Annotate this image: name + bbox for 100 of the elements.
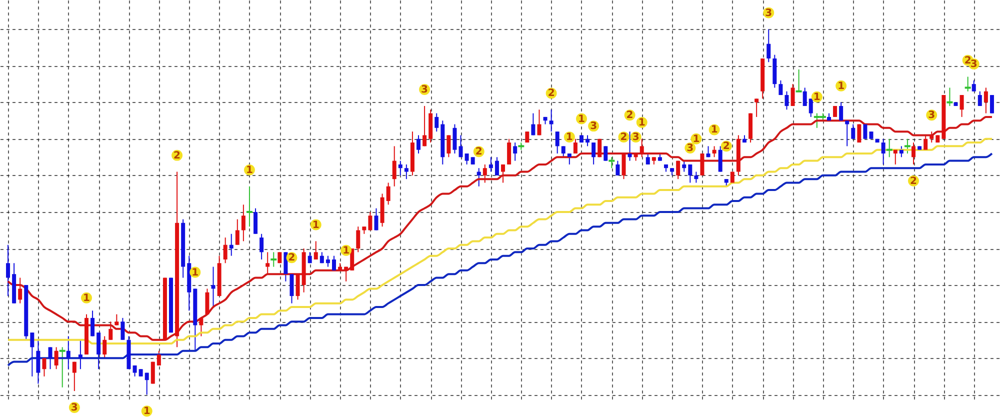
candlestick — [604, 146, 608, 162]
candlestick — [694, 171, 698, 184]
text: 1 — [342, 245, 350, 256]
candlestick — [700, 152, 704, 176]
candlestick — [561, 146, 566, 158]
candlestick — [754, 98, 759, 118]
candlestick — [537, 109, 542, 136]
candlestick — [960, 94, 964, 118]
candlestick — [616, 160, 620, 176]
text: 1 — [192, 267, 199, 278]
candlestick — [296, 274, 300, 300]
candlestick — [851, 124, 856, 140]
candlestick — [229, 233, 234, 256]
candlestick — [36, 339, 40, 384]
candlestick — [205, 288, 210, 315]
candlestick — [108, 321, 113, 340]
candlestick — [6, 244, 10, 297]
candlestick — [404, 164, 408, 180]
candlestick — [507, 138, 512, 165]
text: 1 — [692, 134, 700, 145]
candlestick — [78, 339, 82, 370]
candlestick — [586, 134, 590, 147]
candlestick — [114, 314, 119, 326]
text: 1 — [566, 132, 573, 144]
candlestick — [422, 105, 427, 147]
text: 1 — [578, 114, 585, 125]
candlestick — [386, 182, 390, 206]
candlestick — [640, 138, 644, 158]
candlestick — [682, 160, 686, 172]
candlestick — [893, 149, 898, 165]
text: 2 — [910, 176, 917, 187]
candlestick — [549, 109, 554, 132]
candlestick — [223, 237, 228, 264]
candlestick — [266, 252, 270, 275]
candlestick — [863, 124, 868, 140]
candlestick — [90, 310, 95, 337]
candlestick — [839, 102, 844, 122]
candlestick — [254, 208, 258, 234]
candlestick — [235, 218, 240, 246]
candlestick — [592, 142, 596, 165]
text: 2 — [548, 88, 555, 100]
text: 3 — [970, 58, 978, 70]
candlestick — [930, 131, 934, 144]
candlestick — [398, 160, 402, 176]
candlestick — [476, 168, 481, 187]
candlestick — [211, 266, 216, 308]
candlestick — [284, 252, 288, 282]
candlestick — [573, 138, 578, 154]
candlestick — [712, 146, 716, 158]
candlestick — [766, 28, 771, 63]
candlestick — [978, 90, 982, 106]
candlestick — [790, 84, 795, 106]
text: 2 — [288, 252, 296, 264]
candlestick — [416, 134, 421, 154]
candlestick — [290, 274, 294, 304]
candlestick — [350, 248, 354, 271]
candlestick — [392, 146, 396, 187]
candlestick — [120, 317, 125, 340]
candlestick — [42, 358, 46, 377]
candlestick — [356, 226, 360, 253]
candlestick — [688, 164, 692, 184]
candlestick — [972, 80, 976, 92]
candlestick — [808, 98, 813, 118]
candlestick — [718, 146, 722, 172]
text: 1 — [838, 80, 845, 92]
text: 1 — [83, 292, 90, 304]
candlestick — [899, 146, 904, 158]
candlestick — [482, 164, 487, 184]
text: 2 — [626, 110, 634, 122]
candlestick — [199, 317, 204, 337]
candlestick — [368, 211, 372, 231]
candlestick — [531, 112, 536, 136]
candlestick — [628, 131, 632, 162]
candlestick — [314, 240, 318, 260]
text: 1 — [312, 220, 320, 231]
candlestick — [66, 336, 70, 370]
candlestick — [102, 336, 107, 359]
candlestick — [676, 160, 680, 180]
candlestick — [326, 255, 330, 268]
candlestick — [446, 134, 451, 158]
text: 2 — [964, 55, 972, 66]
text: 1 — [813, 92, 820, 103]
text: 1 — [246, 164, 253, 176]
candlestick — [924, 134, 928, 150]
candlestick — [488, 156, 493, 172]
candlestick — [494, 156, 499, 176]
text: 1 — [710, 124, 718, 136]
text: 3 — [686, 143, 694, 154]
text: 3 — [632, 132, 640, 144]
candlestick — [778, 80, 783, 96]
candlestick — [241, 204, 246, 242]
candlestick — [845, 120, 850, 147]
candlestick — [912, 142, 916, 165]
candlestick — [984, 87, 988, 114]
candlestick — [452, 124, 457, 154]
text: 1 — [638, 117, 646, 128]
text: 2 — [620, 132, 628, 144]
candlestick — [30, 332, 34, 377]
candlestick — [344, 266, 348, 282]
candlestick — [622, 152, 626, 180]
